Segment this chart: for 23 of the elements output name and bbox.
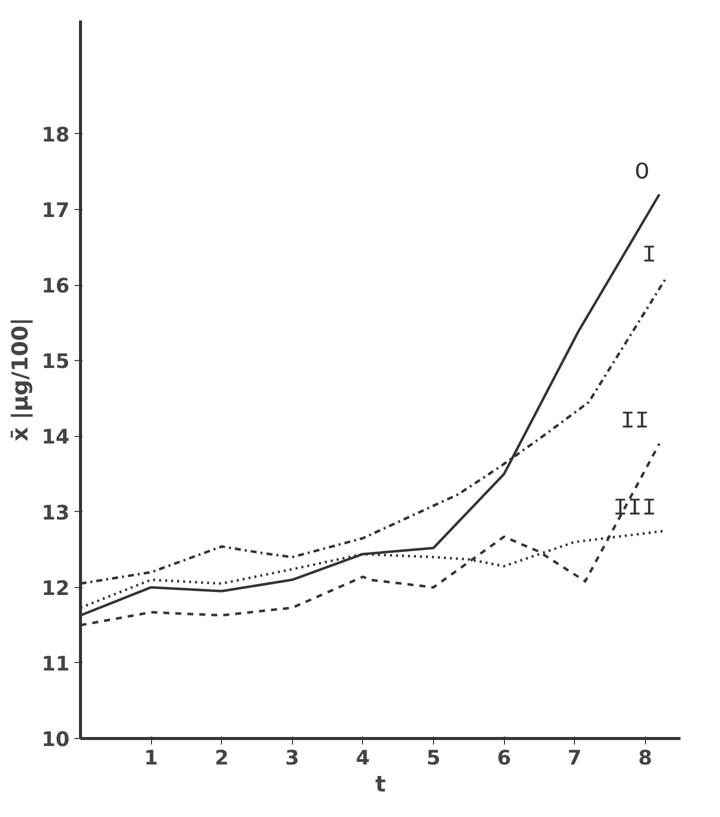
series-label: III bbox=[613, 496, 656, 523]
series-label: O bbox=[634, 159, 650, 186]
y-tick-label: 10 bbox=[42, 727, 70, 751]
x-tick-label: 2 bbox=[214, 746, 229, 770]
y-tick-label: 14 bbox=[42, 424, 70, 449]
x-axis-title: t bbox=[375, 772, 386, 798]
x-tick-label: 8 bbox=[638, 746, 652, 770]
x-tick-label: 3 bbox=[285, 746, 300, 770]
series-label: II bbox=[620, 408, 650, 436]
x-tick-label: 1 bbox=[144, 746, 158, 770]
x-tick-label: 6 bbox=[497, 746, 511, 770]
y-tick-label: 17 bbox=[42, 198, 70, 222]
y-tick-label: 15 bbox=[42, 349, 70, 374]
x-tick-label: 5 bbox=[426, 746, 440, 770]
y-axis-title: x̄ |µg/100| bbox=[8, 318, 34, 442]
y-tick-label: 13 bbox=[42, 500, 70, 524]
y-tick-label: 11 bbox=[42, 651, 70, 676]
y-tick-label: 18 bbox=[42, 122, 70, 146]
x-tick-label: 7 bbox=[568, 746, 582, 770]
x-tick-label: 4 bbox=[356, 746, 370, 770]
y-tick-label: 16 bbox=[42, 274, 70, 298]
series-label: I bbox=[642, 242, 656, 270]
y-tick-label: 12 bbox=[42, 576, 70, 600]
